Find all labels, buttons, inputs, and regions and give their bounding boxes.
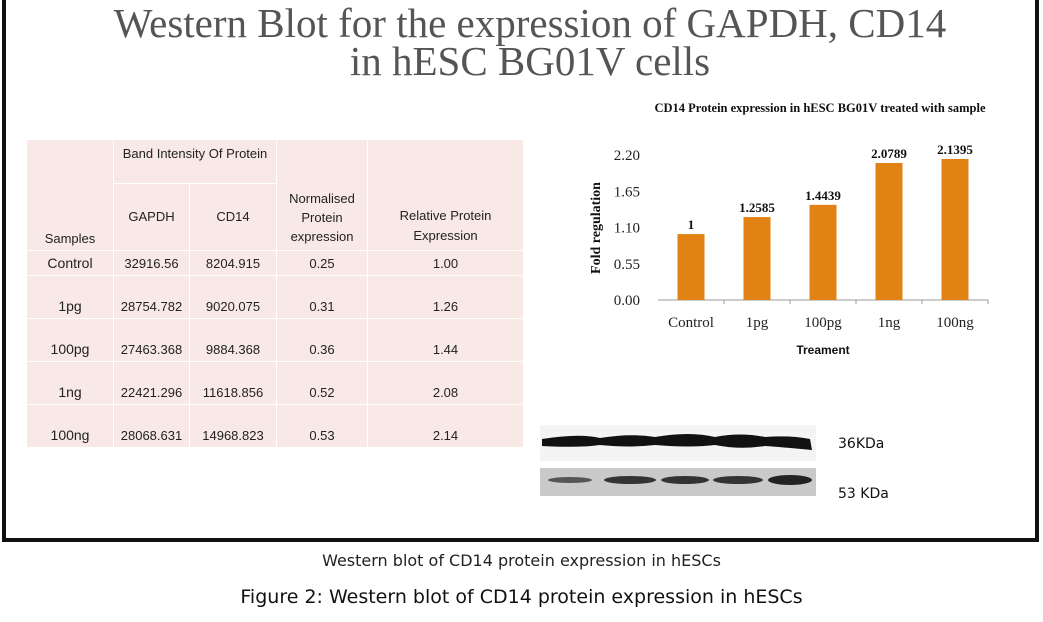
normalised-cell: 0.53: [276, 404, 368, 448]
table-row: 1pg 28754.782 9020.075 0.31 1.26: [27, 275, 524, 319]
table-row: 100ng 28068.631 14968.823 0.53 2.14: [27, 404, 524, 448]
sample-cell: 1ng: [27, 361, 114, 405]
table-row: 100pg 27463.368 9884.368 0.36 1.44: [27, 318, 524, 362]
blot-band-image-2: [540, 468, 816, 496]
normalised-cell: 0.25: [276, 250, 368, 276]
caption-small: Western blot of CD14 protein expression …: [322, 551, 721, 570]
cd14-cell: 14968.823: [189, 404, 277, 448]
header-cd14: CD14: [189, 183, 277, 251]
relative-cell: 2.14: [367, 404, 524, 448]
caption-main: Figure 2: Western blot of CD14 protein e…: [240, 586, 803, 608]
table-row: 1ng 22421.296 11618.856 0.52 2.08: [27, 361, 524, 405]
title-line-1: Western Blot for the expression of GAPDH…: [113, 0, 947, 46]
data-label: 2.0789: [871, 146, 907, 161]
band-intensity-table: Samples Band Intensity Of Protein Normal…: [27, 140, 524, 448]
sample-cell: 100ng: [27, 404, 114, 448]
band1-label: 36KDa: [838, 436, 885, 452]
data-label: 1: [688, 217, 695, 232]
header-relative: Relative Protein Expression: [367, 140, 524, 251]
x-tick-label: 1pg: [746, 315, 769, 331]
relative-cell: 2.08: [367, 361, 524, 405]
blot-band-53kda: [540, 468, 816, 496]
chart-title: CD14 Protein expression in hESC BG01V tr…: [654, 101, 986, 115]
gapdh-cell: 32916.56: [113, 250, 190, 276]
cd14-cell: 9884.368: [189, 318, 277, 362]
gapdh-cell: 28068.631: [113, 404, 190, 448]
relative-cell: 1.26: [367, 275, 524, 319]
figure-frame: [2, 0, 1039, 542]
data-label: 2.1395: [937, 142, 973, 157]
x-tick-label: 100ng: [936, 315, 974, 331]
cd14-cell: 8204.915: [189, 250, 277, 276]
bar: [677, 234, 705, 300]
normalised-cell: 0.36: [276, 318, 368, 362]
header-gapdh: GAPDH: [113, 183, 190, 251]
x-tick-label: 100pg: [804, 315, 842, 331]
y-tick-label: 1.10: [614, 221, 640, 237]
header-samples: Samples: [27, 140, 114, 251]
table-row: Control 32916.56 8204.915 0.25 1.00: [27, 250, 524, 276]
sample-cell: 1pg: [27, 275, 114, 319]
header-normalised: Normalised Protein expression: [276, 140, 368, 251]
bar: [809, 204, 837, 300]
y-tick-label: 0.55: [614, 257, 640, 273]
header-band-intensity: Band Intensity Of Protein: [113, 140, 277, 184]
blot-band-image-1: [540, 425, 816, 461]
x-tick-label: 1ng: [878, 315, 901, 331]
y-tick-label: 1.65: [614, 184, 640, 200]
relative-cell: 1.00: [367, 250, 524, 276]
sample-cell: 100pg: [27, 318, 114, 362]
y-tick-label: 2.20: [614, 148, 640, 164]
normalised-cell: 0.52: [276, 361, 368, 405]
data-label: 1.2585: [739, 200, 775, 215]
figure-title: Western Blot for the expression of GAPDH…: [60, 0, 1000, 84]
blot-band-36kda: [540, 425, 816, 461]
data-label: 1.4439: [805, 188, 841, 203]
gapdh-cell: 28754.782: [113, 275, 190, 319]
gapdh-cell: 27463.368: [113, 318, 190, 362]
x-tick-label: Control: [668, 315, 714, 331]
band2-label: 53 KDa: [838, 486, 889, 502]
bar: [875, 162, 903, 300]
bar: [743, 217, 771, 300]
title-line-2: in hESC BG01V cells: [349, 38, 711, 84]
cd14-cell: 11618.856: [189, 361, 277, 405]
normalised-cell: 0.31: [276, 275, 368, 319]
sample-cell: Control: [27, 250, 114, 276]
x-axis-label: Treament: [796, 343, 849, 357]
cd14-cell: 9020.075: [189, 275, 277, 319]
gapdh-cell: 22421.296: [113, 361, 190, 405]
y-tick-label: 0.00: [614, 293, 640, 309]
bar: [941, 158, 969, 300]
relative-cell: 1.44: [367, 318, 524, 362]
y-axis-label: Fold regulation: [589, 182, 604, 274]
